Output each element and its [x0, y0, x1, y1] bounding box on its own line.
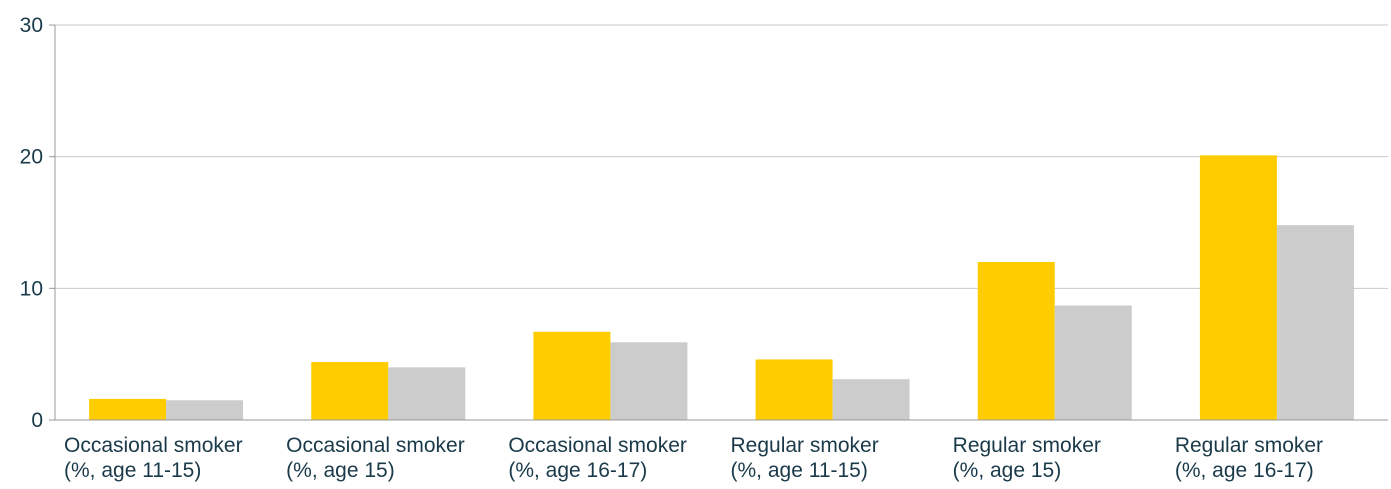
x-category-label: (%, age 11-15) [731, 459, 868, 482]
x-category-labels: Occasional smoker(%, age 11-15)Occasiona… [64, 434, 1323, 482]
x-category-label: (%, age 16-17) [1175, 459, 1314, 482]
x-category-label: Occasional smoker [286, 434, 465, 457]
bar-series1-2 [311, 362, 389, 420]
x-category-label: (%, age 16-17) [508, 459, 647, 482]
y-tick-label: 0 [31, 409, 43, 432]
x-category-label: (%, age 15) [286, 459, 395, 482]
bar-series1-1 [89, 398, 167, 420]
bar-series1-5 [977, 262, 1055, 420]
axes [49, 24, 1388, 421]
bar-series2-4 [832, 379, 910, 420]
x-category-label: Regular smoker [953, 434, 1101, 457]
x-category-label: Occasional smoker [508, 434, 687, 457]
y-tick-labels: 0 10 20 30 [20, 14, 43, 432]
bar-series2-3 [610, 342, 688, 420]
bar-series1-4 [755, 359, 833, 420]
x-category-label: (%, age 11-15) [64, 459, 201, 482]
y-tick-label: 30 [20, 14, 43, 37]
bars [89, 155, 1354, 420]
bar-series2-1 [166, 400, 244, 420]
x-category-label: (%, age 15) [953, 459, 1062, 482]
x-category-label: Occasional smoker [64, 434, 243, 457]
x-category-label: Regular smoker [731, 434, 879, 457]
bar-series2-5 [1054, 305, 1132, 420]
bar-series2-6 [1276, 225, 1354, 420]
x-category-label: Regular smoker [1175, 434, 1323, 457]
bar-series1-3 [533, 331, 611, 420]
y-tick-label: 10 [20, 277, 43, 300]
y-tick-label: 20 [20, 146, 43, 169]
gridlines [55, 24, 1388, 289]
bar-series1-6 [1199, 155, 1277, 420]
bar-series2-2 [388, 367, 466, 420]
